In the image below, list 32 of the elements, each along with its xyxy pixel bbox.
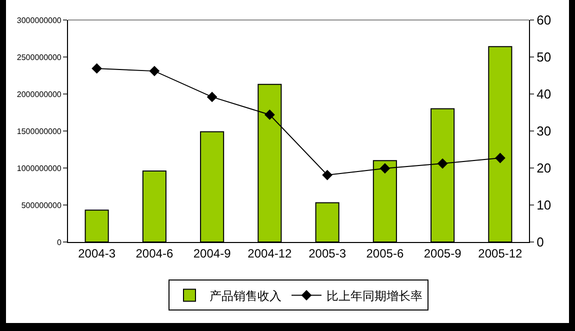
y2-tick-label: 50 bbox=[536, 50, 552, 65]
y-tick-label: 0 bbox=[56, 238, 62, 247]
y2-tick-label: 20 bbox=[536, 160, 552, 176]
legend-label: 产品销售收入 bbox=[210, 288, 282, 303]
point bbox=[264, 110, 275, 120]
point bbox=[206, 92, 218, 102]
x-tick-label: 2004-12 bbox=[248, 246, 292, 260]
legend-label: 比上年同期增长率 bbox=[326, 288, 422, 303]
y-tick-label: 500000000 bbox=[21, 200, 62, 210]
point bbox=[92, 63, 102, 74]
x-tick-label: 2004-3 bbox=[78, 246, 116, 260]
y2-tick-label: 30 bbox=[536, 124, 552, 139]
x-tick-label: 2005-9 bbox=[424, 246, 462, 260]
point bbox=[494, 152, 506, 164]
y2-tick-label: 10 bbox=[536, 198, 552, 213]
point bbox=[380, 163, 390, 174]
y-tick-label: 2000000000 bbox=[16, 90, 62, 99]
y2-tick-label: 60 bbox=[536, 12, 552, 28]
y2-tick-label: 0 bbox=[536, 234, 544, 250]
x-tick-label: 2005-3 bbox=[308, 246, 346, 260]
y2-tick-label: 40 bbox=[536, 86, 552, 102]
point bbox=[322, 170, 333, 180]
x-tick-label: 2004-9 bbox=[193, 246, 232, 260]
y-tick-label: 2500000000 bbox=[16, 52, 62, 62]
y-tick-label: 3000000000 bbox=[16, 16, 62, 25]
x-tick-label: 2005-12 bbox=[478, 246, 523, 260]
y-tick-label: 1000000000 bbox=[16, 164, 62, 173]
y-tick-label: 1500000000 bbox=[16, 126, 62, 136]
x-tick-label: 2004-6 bbox=[136, 246, 174, 260]
point bbox=[149, 66, 160, 76]
x-tick-label: 2005-6 bbox=[366, 246, 404, 260]
point bbox=[437, 158, 448, 169]
